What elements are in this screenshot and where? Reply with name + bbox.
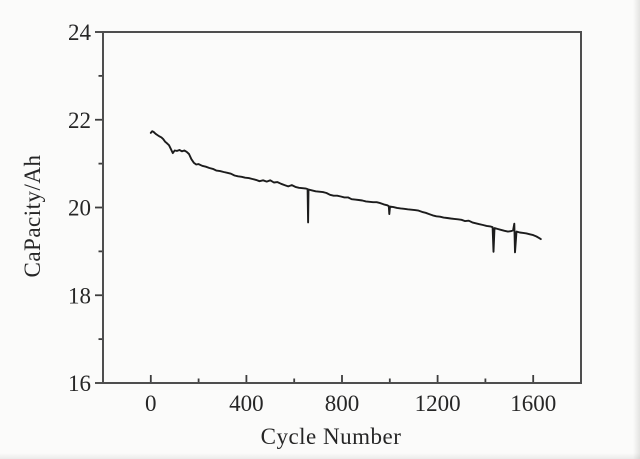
x-tick-label: 1600 [510,391,556,416]
y-tick-label: 16 [68,371,91,396]
x-tick-label: 400 [229,391,264,416]
y-axis-title: CaPacity/Ah [20,154,45,278]
series-capacity [149,130,542,254]
axes-frame [102,31,582,384]
tick-labels: 0 400 800 1200 1600 16 18 20 22 24 [68,20,556,416]
x-axis-title: Cycle Number [260,424,402,449]
x-tick-label: 800 [325,391,360,416]
x-tick-label: 1200 [415,391,461,416]
y-tick-label: 20 [68,196,91,221]
axis-ticks [95,31,582,384]
x-tick-label: 0 [145,391,157,416]
y-tick-label: 24 [68,20,92,45]
y-tick-label: 18 [68,283,91,308]
y-tick-label: 22 [68,108,91,133]
